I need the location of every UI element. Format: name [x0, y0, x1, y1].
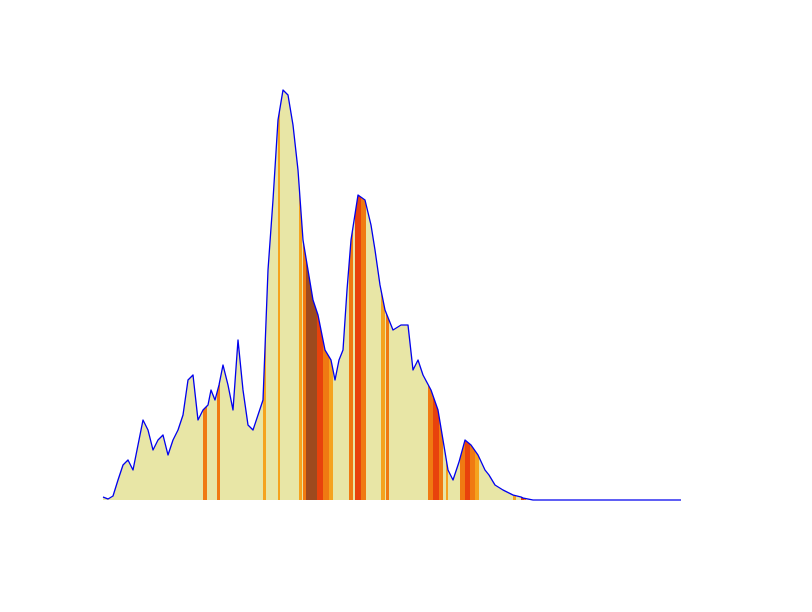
band-8 [323, 90, 329, 500]
band-0 [203, 90, 207, 500]
band-12 [361, 90, 366, 500]
band-18 [446, 90, 448, 500]
band-24 [521, 90, 524, 500]
band-1 [217, 90, 220, 500]
band-21 [470, 90, 475, 500]
band-16 [433, 90, 439, 500]
band-6 [306, 90, 317, 500]
band-25 [524, 90, 526, 500]
series-line [102, 89, 681, 501]
band-11 [355, 90, 361, 500]
band-5 [303, 90, 306, 500]
band-19 [460, 90, 465, 500]
band-3 [278, 90, 280, 500]
band-7 [317, 90, 323, 500]
band-28 [555, 90, 558, 500]
band-20 [465, 90, 470, 500]
band-23 [513, 90, 516, 500]
band-26 [535, 90, 537, 500]
band-22 [475, 90, 479, 500]
band-15 [428, 90, 433, 500]
band-9 [329, 90, 333, 500]
band-2 [263, 90, 266, 500]
band-4 [299, 90, 302, 500]
band-10 [349, 90, 353, 500]
band-27 [549, 90, 552, 500]
area-fill [103, 90, 681, 500]
band-14 [386, 90, 389, 500]
